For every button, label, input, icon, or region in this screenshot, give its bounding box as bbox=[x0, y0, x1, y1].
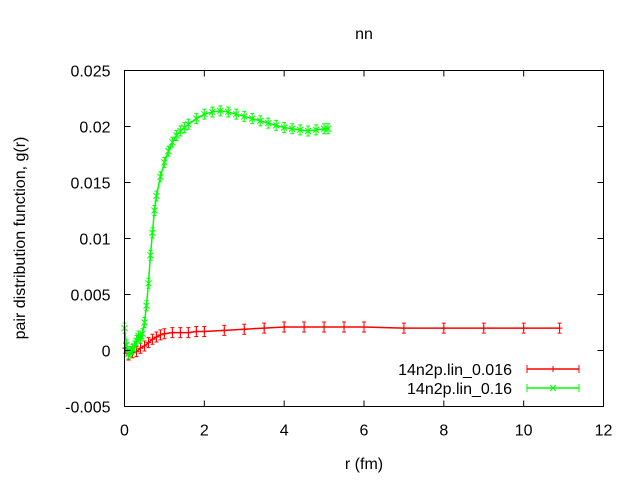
data-point bbox=[137, 345, 144, 352]
data-point bbox=[161, 158, 168, 166]
data-point bbox=[165, 147, 172, 155]
data-point bbox=[153, 192, 160, 200]
y-tick-label: 0.005 bbox=[70, 288, 110, 305]
data-point bbox=[304, 127, 312, 135]
y-tick-label: -0.005 bbox=[65, 400, 110, 417]
x-tick-label: 4 bbox=[280, 423, 289, 440]
x-tick-label: 8 bbox=[439, 423, 448, 440]
legend-errorbar-cap bbox=[526, 365, 580, 373]
y-tick-label: 0.02 bbox=[79, 120, 110, 137]
data-point bbox=[147, 251, 154, 259]
data-point bbox=[145, 339, 152, 346]
x-tick-label: 0 bbox=[120, 423, 129, 440]
data-point bbox=[185, 329, 192, 336]
data-point bbox=[361, 323, 367, 330]
data-point bbox=[556, 325, 563, 332]
data-point bbox=[145, 279, 152, 287]
data-point bbox=[341, 323, 348, 330]
x-tick-label: 12 bbox=[595, 423, 613, 440]
x-tick-label: 10 bbox=[515, 423, 533, 440]
data-point bbox=[240, 113, 248, 120]
data-point bbox=[256, 117, 264, 125]
data-point bbox=[440, 325, 447, 332]
y-tick-label: 0.025 bbox=[70, 64, 110, 81]
data-point bbox=[221, 327, 228, 334]
y-tick-label: 0.01 bbox=[79, 232, 110, 249]
data-point bbox=[400, 325, 407, 332]
y-axis-label: pair distribution function, g(r) bbox=[12, 137, 29, 340]
data-point bbox=[241, 326, 248, 333]
data-point bbox=[480, 325, 487, 332]
x-axis-label: r (fm) bbox=[345, 456, 383, 473]
data-point bbox=[216, 107, 224, 115]
data-point bbox=[224, 108, 232, 116]
data-point bbox=[149, 229, 156, 237]
x-tick-label: 2 bbox=[200, 423, 209, 440]
data-point bbox=[157, 331, 164, 338]
legend-label: 14n2p.lin_0.16 bbox=[407, 381, 512, 398]
data-point bbox=[169, 329, 176, 336]
data-point bbox=[143, 302, 150, 310]
data-point bbox=[296, 126, 304, 134]
data-point bbox=[520, 325, 527, 332]
data-point bbox=[281, 323, 288, 330]
legend-errorbar-cap bbox=[526, 384, 580, 392]
data-point bbox=[272, 122, 280, 129]
legend-marker bbox=[550, 366, 556, 372]
data-point bbox=[264, 119, 272, 127]
data-point bbox=[201, 328, 208, 335]
series-2 bbox=[121, 105, 332, 360]
data-point bbox=[192, 115, 200, 123]
y-tick-label: 0 bbox=[102, 344, 111, 361]
data-point bbox=[261, 325, 268, 332]
data-point bbox=[200, 110, 208, 118]
legend: 14n2p.lin_0.016 14n2p.lin_0.16 bbox=[398, 362, 580, 398]
data-point bbox=[280, 124, 288, 131]
data-point bbox=[153, 334, 160, 341]
data-point bbox=[177, 329, 184, 336]
data-point bbox=[312, 126, 320, 134]
data-point bbox=[232, 110, 240, 118]
x-tick-label: 6 bbox=[360, 423, 369, 440]
data-point bbox=[208, 108, 216, 116]
data-point bbox=[157, 173, 164, 181]
legend-marker bbox=[549, 384, 557, 392]
data-point bbox=[161, 330, 168, 337]
data-point bbox=[185, 120, 192, 128]
data-point bbox=[151, 207, 158, 214]
data-point bbox=[139, 330, 146, 338]
data-point bbox=[324, 125, 332, 133]
data-point bbox=[193, 328, 200, 335]
chart-title: nn bbox=[355, 26, 373, 43]
data-point bbox=[288, 125, 296, 133]
legend-label: 14n2p.lin_0.016 bbox=[398, 362, 512, 379]
data-point bbox=[248, 115, 256, 123]
data-point bbox=[149, 336, 156, 343]
data-point bbox=[301, 323, 308, 330]
ticks-layer: 0 2 4 6 8 10 12 -0.005 0 0.005 0.01 0.015 0.02 0.025 bbox=[65, 64, 612, 440]
data-point bbox=[141, 319, 148, 326]
data-point bbox=[141, 343, 148, 350]
data-point bbox=[321, 323, 328, 330]
series-layer bbox=[121, 105, 563, 361]
y-tick-label: 0.015 bbox=[70, 176, 110, 193]
